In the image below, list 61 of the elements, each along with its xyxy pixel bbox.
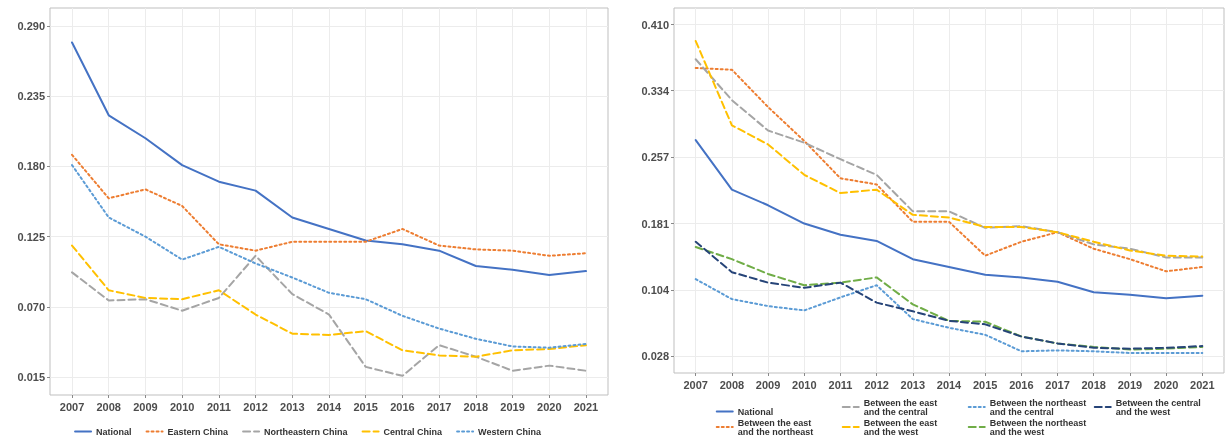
y-tick-label: 0.015: [17, 371, 45, 384]
legend-label: Northeastern China: [264, 426, 349, 437]
legend-label: Western China: [478, 426, 542, 437]
x-tick-label: 2015: [972, 378, 997, 391]
y-tick-label: 0.180: [17, 160, 45, 173]
x-tick-label: 2016: [1008, 378, 1034, 391]
legend-label: Between the east and the central: [863, 397, 937, 417]
legend-label: Between the east and the west: [863, 417, 937, 437]
y-tick-label: 0.257: [640, 151, 669, 164]
x-tick-label: 2014: [316, 400, 343, 413]
line-series: [71, 41, 587, 276]
x-tick-label: 2014: [936, 378, 962, 391]
x-tick-label: 2018: [463, 400, 489, 413]
y-tick-label: 0.235: [17, 90, 45, 103]
x-tick-label: 2009: [755, 378, 780, 391]
y-tick-label: 0.290: [17, 19, 45, 32]
x-tick-label: 2007: [682, 378, 708, 391]
line-series: [694, 139, 1203, 300]
x-tick-label: 2020: [1153, 378, 1178, 391]
x-tick-label: 2020: [537, 400, 562, 413]
y-tick-label: 0.070: [17, 300, 45, 313]
legend-label: Between the central and the west: [1115, 397, 1201, 417]
x-tick-label: 2015: [353, 400, 378, 413]
legend-label: Eastern China: [167, 426, 230, 437]
x-tick-label: 2021: [1189, 378, 1215, 391]
y-tick-label: 0.028: [640, 350, 669, 363]
line-series: [694, 278, 1203, 355]
line-series: [71, 254, 587, 377]
y-tick-label: 0.181: [640, 217, 669, 230]
legend-label: Between the east and the northeast: [737, 417, 813, 437]
legend-label: Between the northeast and the central: [989, 397, 1086, 417]
line-series: [71, 244, 587, 358]
y-tick-label: 0.334: [640, 84, 670, 97]
x-tick-label: 2010: [791, 378, 817, 391]
x-tick-label: 2008: [719, 378, 744, 391]
legend-label: National: [737, 406, 773, 417]
x-tick-label: 2009: [133, 400, 158, 413]
x-tick-label: 2012: [243, 400, 268, 413]
line-series: [71, 153, 587, 257]
x-tick-label: 2012: [863, 378, 889, 391]
legend-label: Central China: [383, 426, 444, 437]
legend-label: National: [96, 426, 132, 437]
y-tick-label: 0.125: [17, 230, 45, 243]
x-tick-label: 2013: [900, 378, 925, 391]
y-tick-label: 0.104: [640, 284, 670, 297]
x-tick-label: 2018: [1080, 378, 1106, 391]
x-tick-label: 2008: [96, 400, 121, 413]
line-series: [71, 164, 587, 349]
x-tick-label: 2021: [573, 400, 599, 413]
x-tick-label: 2019: [500, 400, 525, 413]
x-tick-label: 2016: [390, 400, 415, 413]
x-tick-label: 2011: [206, 400, 231, 413]
y-tick-label: 0.410: [640, 18, 669, 31]
x-tick-label: 2019: [1117, 378, 1142, 391]
x-tick-label: 2010: [169, 400, 195, 413]
x-tick-label: 2013: [280, 400, 305, 413]
legend-label: Between the northeast and the west: [989, 417, 1086, 437]
x-tick-label: 2011: [828, 378, 852, 391]
x-tick-label: 2007: [59, 400, 85, 413]
x-tick-label: 2017: [1044, 378, 1070, 391]
x-tick-label: 2017: [426, 400, 452, 413]
